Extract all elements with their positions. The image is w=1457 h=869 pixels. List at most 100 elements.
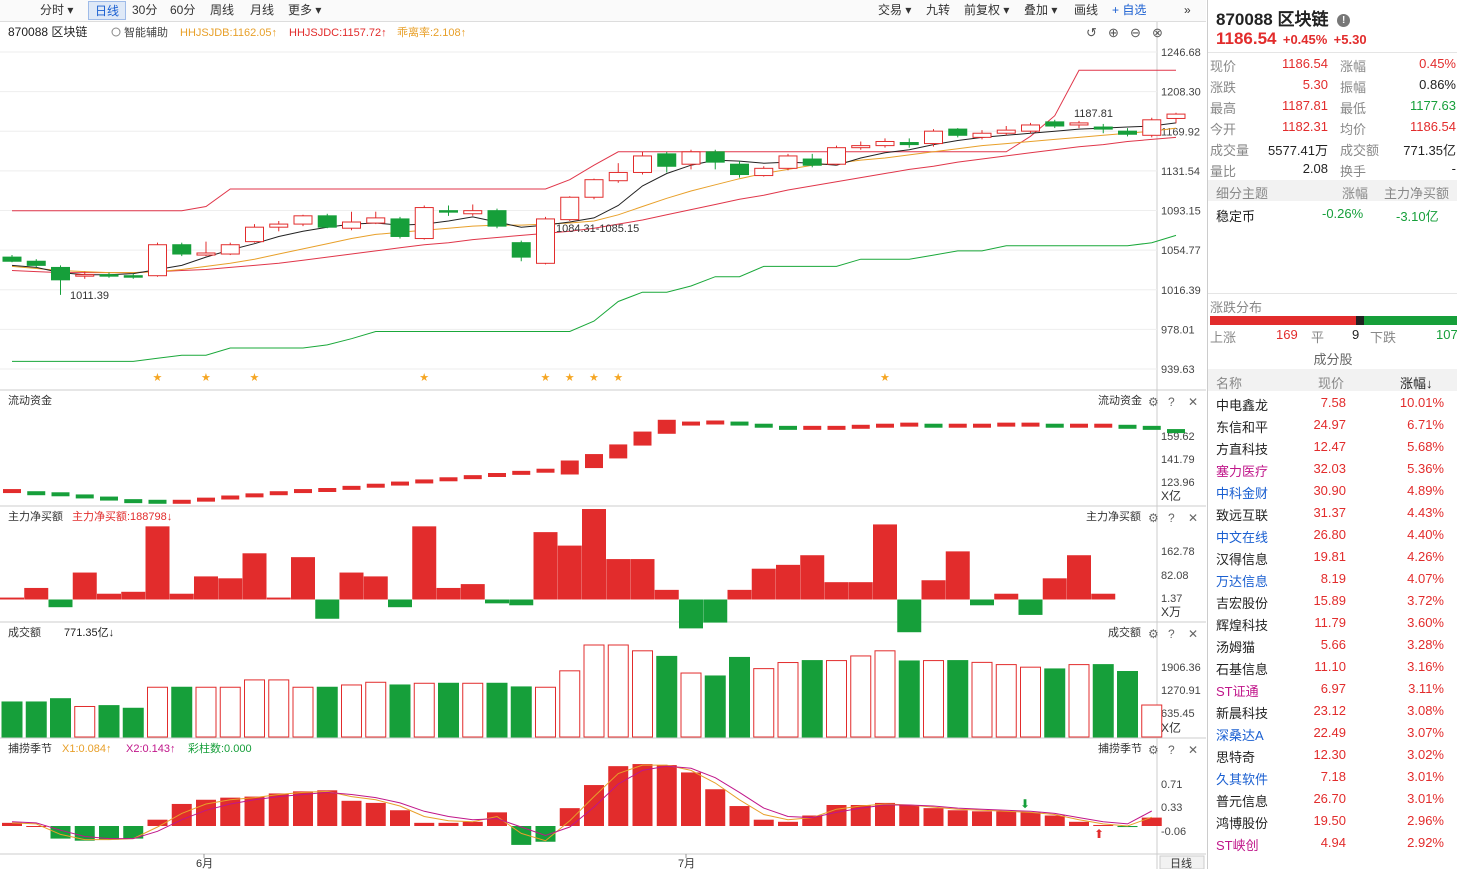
component-stock-row[interactable]: 中电鑫龙 7.58 10.01% [1216, 395, 1444, 413]
range-annotation: 1084.31-1085.15 [556, 223, 639, 235]
osc-bar [729, 806, 750, 826]
tab-1[interactable]: 日线 [88, 1, 127, 20]
osc-bar [390, 810, 410, 826]
tab-4[interactable]: 周线 [210, 3, 235, 17]
candle [269, 223, 289, 228]
volume-bar [559, 670, 581, 738]
osc-bar [438, 822, 459, 826]
star-marker: ★ [153, 372, 163, 384]
tab-2[interactable]: 30分 [132, 3, 158, 17]
tab-5[interactable]: 月线 [250, 3, 275, 17]
volume-bar [316, 686, 338, 738]
candle [2, 256, 22, 262]
tab-0[interactable]: 分时 ▾ [40, 3, 74, 17]
collapse-icon[interactable]: » [1184, 3, 1191, 17]
volume-bar [1068, 664, 1090, 738]
flow-bar [900, 422, 919, 427]
osc-bar [220, 797, 241, 826]
volume-bar [25, 701, 47, 738]
toolbar-btn-3[interactable]: 叠加 ▾ [1024, 3, 1058, 17]
x-label-july: 7月 [678, 858, 695, 869]
osc-bar [147, 819, 168, 826]
volume-bar [219, 686, 241, 738]
component-stock-row[interactable]: 新晨科技 23.12 3.08% [1216, 703, 1444, 721]
flow-bar [633, 431, 652, 446]
candle [487, 210, 507, 227]
y-tick-label: 0.33 [1161, 802, 1182, 814]
component-stock-row[interactable]: 方直科技 12.47 5.68% [1216, 439, 1444, 457]
toolbar-btn-1[interactable]: 九转 [926, 3, 951, 17]
osc-bar [753, 819, 774, 826]
lower-band-line [12, 234, 1177, 362]
settings-icon: ⚙ [1148, 511, 1159, 525]
info-icon[interactable]: ! [1337, 14, 1351, 27]
candle [1021, 124, 1040, 132]
net-right-title: 主力净买额 [1086, 509, 1141, 523]
component-stock-row[interactable]: 辉煌科技 11.79 3.60% [1216, 615, 1444, 633]
volume-bar [656, 655, 678, 738]
flow-bar [488, 473, 506, 477]
volume-bar [777, 662, 799, 738]
y-tick-label: 635.45 [1161, 708, 1195, 720]
flow-bar [75, 494, 94, 499]
toolbar-btn-4[interactable]: 画线 [1074, 3, 1099, 17]
vol-unit: X亿 [1161, 720, 1181, 735]
chart-control-icon: ↺ [1086, 25, 1097, 40]
component-stock-row[interactable]: 久其软件 7.18 3.01% [1216, 769, 1444, 787]
component-stock-row[interactable]: 塞力医疗 32.03 5.36% [1216, 461, 1444, 479]
tab-3[interactable]: 60分 [170, 3, 196, 17]
osc-bar [26, 826, 47, 827]
tab-6[interactable]: 更多 ▾ [288, 3, 322, 17]
kline-chart[interactable]: 1246.68 1208.30 1169.92 1131.54 1093.15 1054.… [0, 22, 1206, 869]
flow-bar [3, 489, 21, 494]
theme-row[interactable]: 稳定币 -0.26% -3.10亿 [1216, 206, 1439, 224]
candle [584, 179, 604, 198]
flow-bar [924, 423, 943, 428]
netbuy-bar [145, 526, 170, 600]
osc-bar [293, 791, 313, 826]
help-icon: ? [1168, 395, 1175, 409]
period-button-label: 日线 [1170, 856, 1192, 869]
osc-bar [923, 808, 944, 826]
netbuy-bar [679, 599, 703, 629]
toolbar-btn-0[interactable]: 交易 ▾ [878, 3, 912, 17]
indicator-hhjsjdb: HHJSJDB:1162.05↑ [180, 27, 277, 39]
component-stock-row[interactable]: ST证通 6.97 3.11% [1216, 681, 1444, 699]
quote-panel: 870088 区块链 ! 1186.54 +0.45% +5.30 现价 1186… [1207, 0, 1457, 869]
theme-header: 细分主题 涨幅 主力净买额 [1208, 180, 1457, 201]
toolbar-btn-5[interactable]: + 自选 [1112, 3, 1147, 17]
candle [1142, 119, 1162, 136]
component-stock-row[interactable]: 吉宏股份 15.89 3.72% [1216, 593, 1444, 611]
quote-row: 成交量 5577.41万 成交额 771.35亿 [1210, 143, 1456, 158]
candle [390, 218, 410, 237]
netbuy-bar [873, 524, 897, 600]
osc-bar [1117, 826, 1138, 828]
component-stock-row[interactable]: 思特奇 12.30 3.02% [1216, 747, 1444, 765]
y-tick-label: 162.78 [1161, 546, 1195, 558]
component-stock-row[interactable]: 汤姆猫 5.66 3.28% [1216, 637, 1444, 655]
y-tick-label: 141.79 [1161, 454, 1195, 466]
component-stock-row[interactable]: 东信和平 24.97 6.71% [1216, 417, 1444, 435]
panel-title: 870088 区块链 ! [1216, 5, 1351, 30]
toolbar-btn-2[interactable]: 前复权 ▾ [964, 3, 1010, 17]
component-stock-row[interactable]: 深桑达A 22.49 3.07% [1216, 725, 1444, 743]
component-stock-row[interactable]: 普元信息 26.70 3.01% [1216, 791, 1444, 809]
osc-bar [947, 810, 968, 826]
components-header[interactable]: 名称 现价 涨幅↓ [1208, 369, 1457, 391]
component-stock-row[interactable]: 中科金财 30.90 4.89% [1216, 483, 1444, 501]
component-stock-row[interactable]: 鸿博股份 19.50 2.96% [1216, 813, 1444, 831]
component-stock-row[interactable]: 汉得信息 19.81 4.26% [1216, 549, 1444, 567]
volume-bar [244, 679, 265, 738]
component-stock-row[interactable]: ST峡创 4.94 2.92% [1216, 835, 1444, 853]
component-stock-row[interactable]: 致远互联 31.37 4.43% [1216, 505, 1444, 523]
component-stock-row[interactable]: 万达信息 8.19 4.07% [1216, 571, 1444, 589]
high-annotation: 1187.81 [1074, 108, 1113, 120]
component-stock-row[interactable]: 中文在线 26.80 4.40% [1216, 527, 1444, 545]
smart-assist-icon [111, 27, 121, 37]
flow-bar [463, 475, 482, 480]
close-icon: ✕ [1188, 627, 1198, 641]
y-tick-label: 1169.92 [1161, 126, 1200, 138]
close-icon: ✕ [1188, 395, 1198, 409]
component-stock-row[interactable]: 石基信息 11.10 3.16% [1216, 659, 1444, 677]
period-button [1159, 855, 1205, 869]
